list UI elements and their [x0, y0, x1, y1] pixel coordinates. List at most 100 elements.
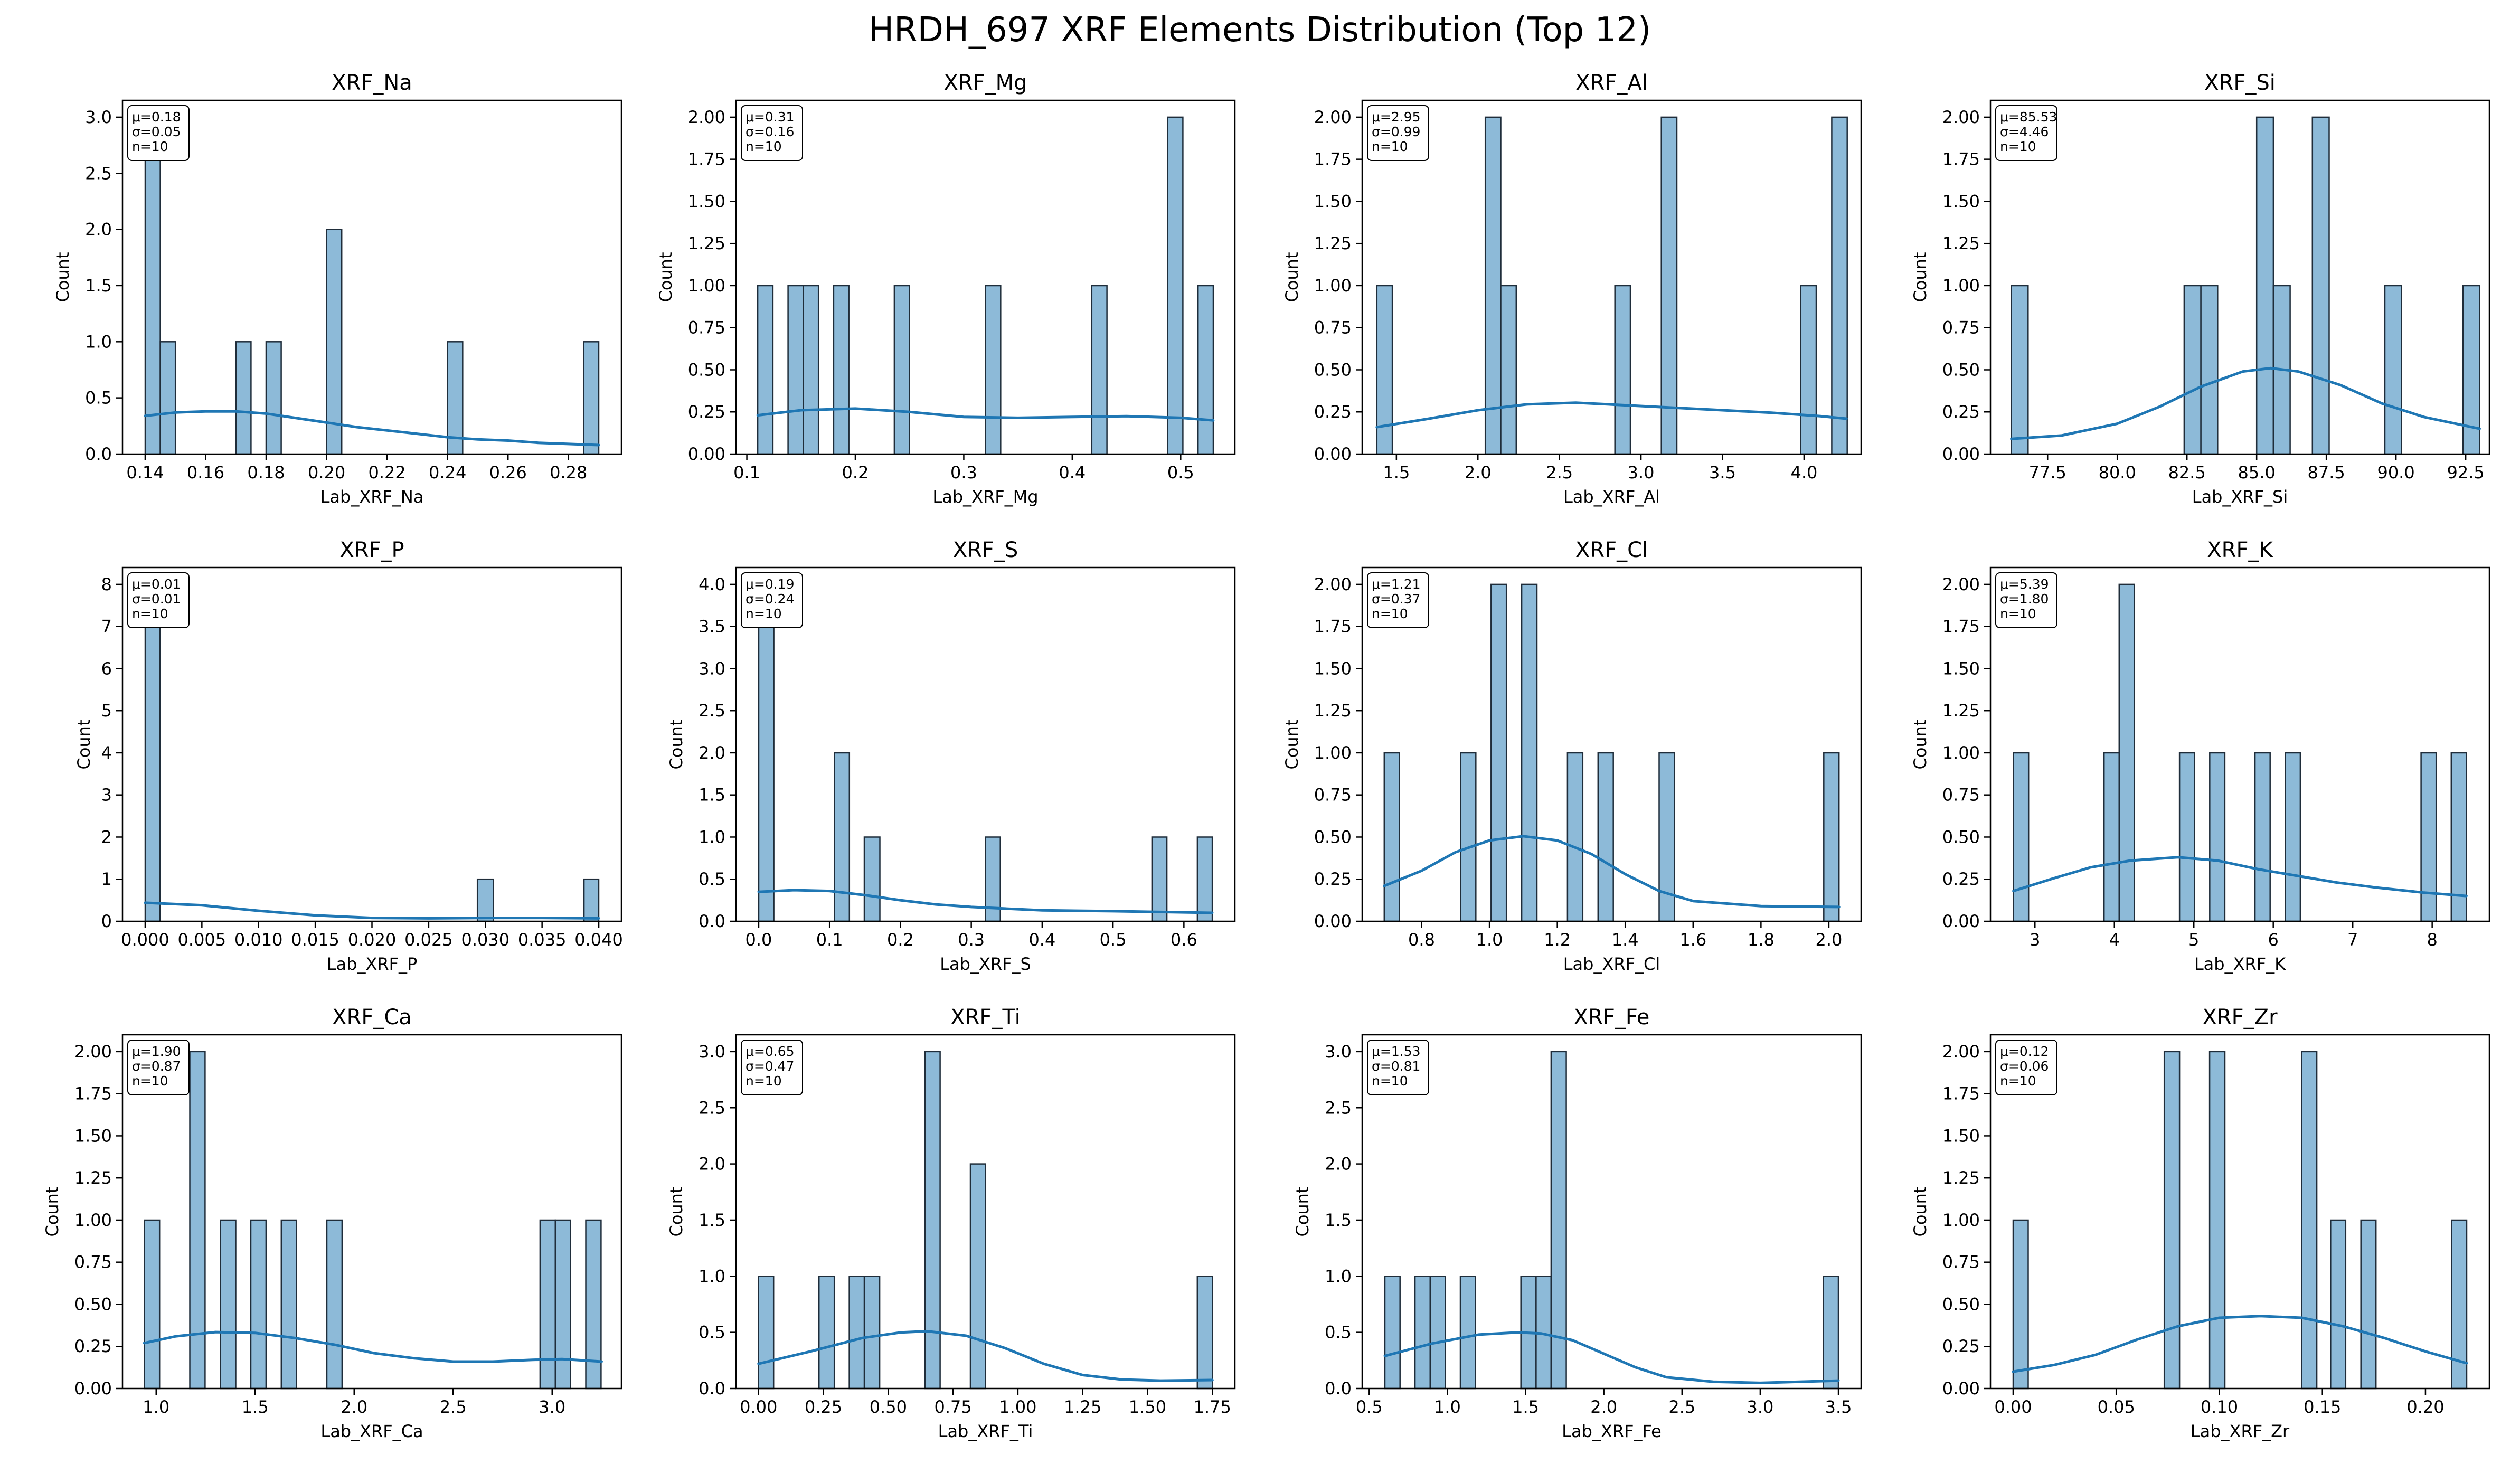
stats-box — [1995, 572, 2057, 628]
y-tick-label: 0.5 — [699, 1323, 725, 1343]
y-tick-label: 3.0 — [1325, 1042, 1352, 1062]
subplot-grid: 0.14 0.16 0.18 0.20 0.22 0.24 0.26 0.280.00.51.… — [42, 71, 2490, 1441]
x-tick-label: 4 — [2109, 930, 2120, 950]
stats-box — [127, 572, 190, 628]
histogram-bar — [2360, 1219, 2377, 1390]
x-tick-label: 1.8 — [1748, 930, 1775, 950]
x-tick-label: 0.8 — [1408, 930, 1435, 950]
y-tick-label: 0.25 — [74, 1336, 112, 1356]
x-axis-label: Lab_XRF_Fe — [1562, 1421, 1662, 1441]
stats-line: n=10 — [1372, 606, 1408, 621]
histogram-bar — [985, 285, 1002, 455]
y-tick-label: 1.75 — [1942, 617, 1980, 637]
x-tick-label: 2.0 — [1590, 1397, 1617, 1417]
stats-line: μ=0.19 — [745, 577, 795, 592]
y-tick-label: 2.0 — [699, 743, 725, 763]
y-tick-label: 5 — [101, 701, 112, 721]
x-axis-label: Lab_XRF_Zr — [2191, 1421, 2290, 1441]
x-tick-label: 0.00 — [740, 1397, 777, 1417]
y-tick-label: 1.75 — [1942, 1084, 1980, 1104]
x-tick-label: 0.25 — [805, 1397, 842, 1417]
stats-line: n=10 — [2000, 1073, 2036, 1089]
histogram-bar — [2450, 752, 2467, 922]
subplot-title: XRF_Mg — [943, 71, 1027, 95]
x-tick-label: 0.05 — [2098, 1397, 2135, 1417]
histogram-bar — [848, 1276, 865, 1390]
stats-line: σ=0.16 — [745, 124, 794, 139]
stats-line: σ=0.05 — [132, 124, 181, 139]
kde-line — [2010, 366, 2481, 440]
y-tick-label: 0.75 — [1314, 785, 1352, 805]
kde-line — [1383, 835, 1841, 909]
histogram-bar — [1490, 583, 1507, 922]
histogram-bar — [1550, 1051, 1567, 1390]
y-tick-label: 1.00 — [1942, 743, 1980, 763]
y-tick-label: 2.00 — [1314, 107, 1352, 127]
y-tick-label: 2.00 — [1942, 574, 1980, 594]
y-axis-label: Count — [1282, 719, 1302, 769]
x-tick-label: 0.015 — [291, 930, 339, 950]
x-tick-label: 6 — [2268, 930, 2279, 950]
histogram-bar — [1484, 116, 1502, 455]
y-tick-label: 2.0 — [1325, 1154, 1352, 1174]
x-tick-label: 1.0 — [143, 1397, 169, 1417]
x-tick-label: 0.26 — [489, 462, 527, 483]
stats-line: σ=1.80 — [2000, 591, 2049, 607]
x-tick-label: 92.5 — [2447, 462, 2485, 483]
x-tick-label: 0.18 — [247, 462, 285, 483]
histogram-bar — [2301, 1051, 2318, 1390]
histogram-bar — [1414, 1276, 1431, 1390]
stats-box — [1367, 105, 1429, 161]
y-tick-label: 3.0 — [699, 1042, 725, 1062]
y-tick-label: 0.0 — [699, 911, 725, 931]
x-tick-label: 2.5 — [440, 1397, 467, 1417]
y-tick-label: 2.5 — [85, 163, 112, 183]
stats-box — [741, 1040, 803, 1095]
histogram-bar — [2254, 752, 2271, 922]
stats-line: μ=2.95 — [1372, 109, 1421, 125]
histogram-bar — [1831, 116, 1848, 455]
histogram-bar — [787, 285, 804, 455]
histogram-bar — [583, 878, 600, 922]
y-tick-label: 1.00 — [1314, 743, 1352, 763]
x-tick-label: 0.2 — [887, 930, 914, 950]
x-tick-label: 1.2 — [1544, 930, 1571, 950]
histogram-bar — [758, 1276, 775, 1390]
y-tick-label: 1.0 — [699, 1266, 725, 1286]
histogram-bar — [1459, 1276, 1476, 1390]
x-tick-label: 0.6 — [1171, 930, 1197, 950]
stats-line: n=10 — [2000, 139, 2036, 154]
histogram-bar — [554, 1219, 571, 1390]
histogram-bar — [2255, 116, 2274, 455]
stats-box — [127, 105, 190, 161]
histogram-bar — [969, 1163, 986, 1390]
y-tick-label: 1.25 — [1942, 701, 1980, 721]
stats-line: n=10 — [745, 1073, 782, 1089]
plot-frame — [1361, 1034, 1862, 1390]
x-tick-label: 0.3 — [958, 930, 985, 950]
histogram-bar — [834, 752, 851, 922]
histogram-bar — [280, 1219, 297, 1390]
y-tick-label: 3.0 — [85, 107, 112, 127]
y-tick-label: 2.00 — [74, 1042, 112, 1062]
x-axis-label: Lab_XRF_Na — [320, 487, 424, 507]
x-tick-label: 0.3 — [950, 462, 977, 483]
y-tick-label: 1.50 — [1942, 191, 1980, 211]
x-axis-label: Lab_XRF_S — [940, 954, 1031, 974]
histogram-bar — [1566, 752, 1584, 922]
y-tick-label: 6 — [101, 658, 112, 678]
x-tick-label: 0.1 — [733, 462, 760, 483]
y-tick-label: 1.75 — [1314, 149, 1352, 169]
histogram-bar — [250, 1219, 267, 1390]
histogram-bar — [159, 341, 176, 455]
y-tick-label: 0.25 — [1314, 869, 1352, 889]
x-tick-label: 0.010 — [234, 930, 283, 950]
plot-frame — [121, 99, 622, 455]
histogram-bar — [2163, 1051, 2181, 1390]
y-axis-label: Count — [656, 252, 676, 302]
stats-line: n=10 — [745, 139, 782, 154]
y-tick-label: 0.50 — [1314, 827, 1352, 847]
x-axis-label: Lab_XRF_Ti — [938, 1421, 1033, 1441]
x-tick-label: 0.50 — [870, 1397, 907, 1417]
y-tick-label: 0.25 — [1942, 402, 1980, 422]
